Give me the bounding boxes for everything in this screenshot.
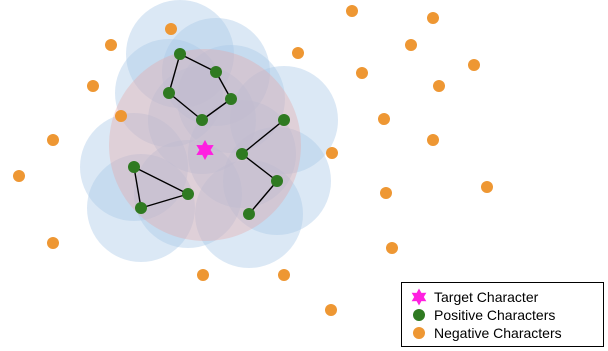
positive-character [163,87,175,99]
negative-character [47,134,59,146]
negative-character [165,23,177,35]
orange-dot-icon [413,327,425,339]
positive-edge [168,53,181,94]
positive-character [271,175,283,187]
negative-character [115,110,127,122]
positive-edge [168,92,203,121]
positive-character [174,48,186,60]
legend-label-target: Target Character [434,289,539,305]
positive-character [236,148,248,160]
positive-character [128,161,140,173]
positive-character [210,66,222,78]
legend-label-positive: Positive Characters [434,307,556,323]
positive-edge [241,119,285,155]
positive-character [225,93,237,105]
positive-character [196,114,208,126]
negative-character [197,269,209,281]
positive-character [243,208,255,220]
negative-character [427,12,439,24]
positive-edge [241,153,278,182]
positive-edge [140,193,189,209]
positive-character [278,114,290,126]
negative-character [13,170,25,182]
positive-character [135,202,147,214]
negative-character [356,67,368,79]
positive-edge [133,166,142,209]
negative-character [292,47,304,59]
positive-edge [179,53,217,73]
legend-label-negative: Negative Characters [434,325,562,341]
legend-item-target: Target Character [410,288,603,306]
negative-character [481,181,493,193]
negative-character [386,242,398,254]
positive-edge [248,180,278,215]
negative-nodes [13,5,493,316]
legend: Target Character Positive Characters Neg… [401,282,604,347]
legend-item-negative: Negative Characters [410,324,603,342]
negative-character [346,5,358,17]
target-node [196,140,214,160]
positive-edge [133,166,189,195]
star-icon [411,288,427,306]
positive-nodes [128,48,290,220]
negative-character [87,80,99,92]
legend-item-positive: Positive Characters [410,306,603,324]
negative-character [427,134,439,146]
negative-character [47,237,59,249]
negative-character [468,59,480,71]
negative-character [378,113,390,125]
target-character [196,140,214,160]
negative-character [380,187,392,199]
negative-character [326,147,338,159]
negative-character [433,80,445,92]
positive-character [182,188,194,200]
negative-character [105,39,117,51]
green-dot-icon [413,309,425,321]
negative-character [278,269,290,281]
negative-character [405,39,417,51]
negative-character [325,304,337,316]
